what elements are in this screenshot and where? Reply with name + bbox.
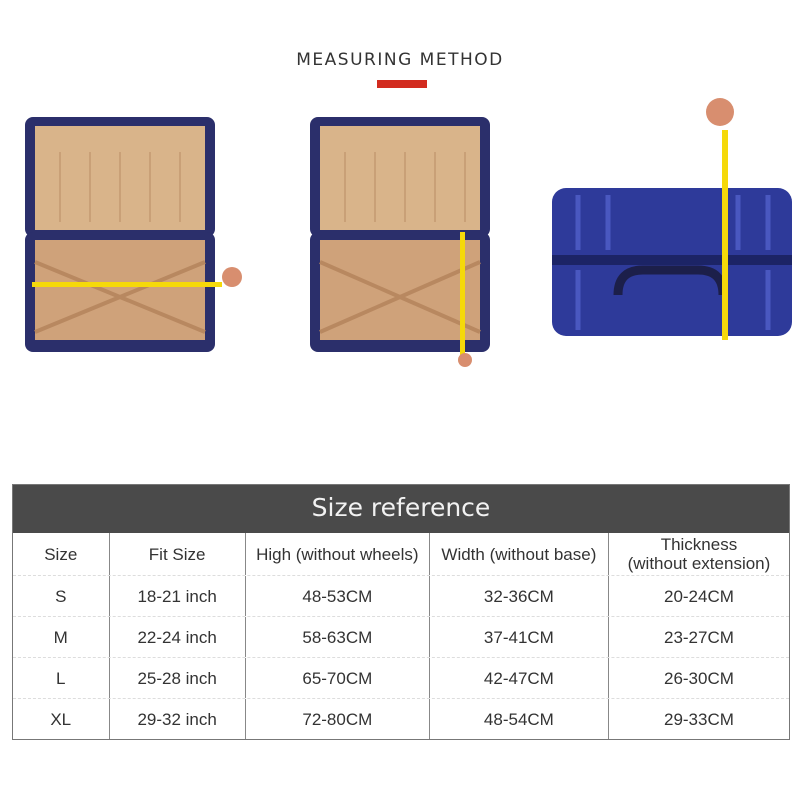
table-row: XL 29-32 inch 72-80CM 48-54CM 29-33CM xyxy=(13,698,789,739)
table-cell: 42-47CM xyxy=(428,658,608,698)
table-cell: 72-80CM xyxy=(244,699,429,739)
hand xyxy=(222,267,242,287)
table-cell: M xyxy=(53,627,68,647)
table-cell: S xyxy=(55,586,67,606)
size-reference-title: Size reference xyxy=(13,485,789,533)
table-cell: XL xyxy=(50,709,72,729)
table-cell: L xyxy=(56,668,66,688)
suitcase-closed-icon xyxy=(552,188,792,336)
table-cell: 58-63CM xyxy=(244,617,429,657)
column-header: Width (without base) xyxy=(428,533,608,575)
table-header-row: Size Fit Size High (without wheels) Widt… xyxy=(13,533,789,575)
measuring-tape xyxy=(460,232,465,360)
table-row: S 18-21 inch 48-53CM 32-36CM 20-24CM xyxy=(13,575,789,616)
size-reference-table: Size reference Size Fit Size High (witho… xyxy=(12,484,790,740)
table-cell: 18-21 inch xyxy=(108,576,245,616)
hand xyxy=(458,353,472,367)
measuring-method-title: MEASURING METHOD xyxy=(296,50,504,70)
table-cell: 48-54CM xyxy=(428,699,608,739)
table-cell: 23-27CM xyxy=(607,617,789,657)
open-suitcase-height-measurement xyxy=(310,117,490,367)
table-cell: 29-32 inch xyxy=(108,699,245,739)
measuring-tape xyxy=(722,130,728,340)
table-cell: 29-33CM xyxy=(607,699,789,739)
table-cell: 25-28 inch xyxy=(108,658,245,698)
column-header: Size xyxy=(44,544,78,564)
closed-suitcase-thickness-measurement xyxy=(552,98,792,340)
table-row: M 22-24 inch 58-63CM 37-41CM 23-27CM xyxy=(13,616,789,657)
table-row: L 25-28 inch 65-70CM 42-47CM 26-30CM xyxy=(13,657,789,698)
open-suitcase-width-measurement xyxy=(25,117,242,352)
suitcase-open-icon xyxy=(310,117,490,352)
table-cell: 48-53CM xyxy=(244,576,429,616)
suitcase-open-icon xyxy=(25,117,215,352)
column-header: Thickness (without extension) xyxy=(607,533,789,575)
table-cell: 20-24CM xyxy=(607,576,789,616)
measuring-tape xyxy=(32,282,222,287)
hand xyxy=(706,98,734,126)
table-cell: 26-30CM xyxy=(607,658,789,698)
table-cell: 37-41CM xyxy=(428,617,608,657)
title-accent-bar xyxy=(377,80,427,88)
column-header: Fit Size xyxy=(108,533,245,575)
table-cell: 65-70CM xyxy=(244,658,429,698)
column-header: High (without wheels) xyxy=(244,533,429,575)
table-cell: 32-36CM xyxy=(428,576,608,616)
table-cell: 22-24 inch xyxy=(108,617,245,657)
